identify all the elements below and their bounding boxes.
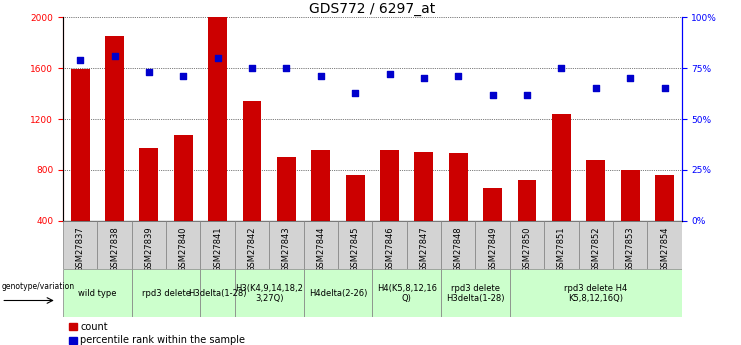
Bar <box>70 69 90 272</box>
Bar <box>235 221 269 269</box>
Text: GSM27847: GSM27847 <box>419 227 428 272</box>
Bar <box>235 269 304 317</box>
Title: GDS772 / 6297_at: GDS772 / 6297_at <box>309 2 436 16</box>
Text: GSM27840: GSM27840 <box>179 227 187 272</box>
Text: genotype/variation: genotype/variation <box>1 282 74 290</box>
Bar <box>304 269 373 317</box>
Bar <box>586 160 605 272</box>
Bar <box>338 221 373 269</box>
Point <box>143 69 155 75</box>
Text: rpd3 delete H4
K5,8,12,16Q): rpd3 delete H4 K5,8,12,16Q) <box>564 284 628 303</box>
Bar <box>544 221 579 269</box>
Text: H3delta(1-28): H3delta(1-28) <box>188 289 247 298</box>
Text: percentile rank within the sample: percentile rank within the sample <box>80 335 245 345</box>
Text: GSM27849: GSM27849 <box>488 227 497 272</box>
Bar <box>139 148 159 272</box>
Bar <box>621 170 639 272</box>
Bar <box>483 188 502 272</box>
Bar <box>105 36 124 272</box>
Point <box>590 86 602 91</box>
Bar <box>414 152 433 272</box>
Text: GSM27838: GSM27838 <box>110 227 119 272</box>
Point <box>521 92 533 97</box>
Bar <box>407 221 441 269</box>
Bar <box>242 101 262 272</box>
Point <box>384 71 396 77</box>
Point <box>212 55 224 61</box>
Bar <box>69 323 76 330</box>
Text: GSM27850: GSM27850 <box>522 227 531 272</box>
Bar <box>579 221 613 269</box>
Text: rpd3 delete: rpd3 delete <box>142 289 190 298</box>
Bar <box>449 154 468 272</box>
Text: GSM27848: GSM27848 <box>453 227 463 272</box>
Bar <box>304 221 338 269</box>
Bar <box>269 221 304 269</box>
Bar <box>132 221 166 269</box>
Bar <box>510 269 682 317</box>
Point <box>487 92 499 97</box>
Text: GSM27851: GSM27851 <box>557 227 566 272</box>
Bar <box>208 17 227 272</box>
Point <box>74 57 86 63</box>
Bar <box>476 221 510 269</box>
Point <box>281 66 293 71</box>
Text: GSM27841: GSM27841 <box>213 227 222 272</box>
Bar <box>63 221 97 269</box>
Text: GSM27852: GSM27852 <box>591 227 600 272</box>
Text: GSM27845: GSM27845 <box>350 227 359 272</box>
Bar <box>174 135 193 272</box>
Point <box>624 76 636 81</box>
Bar <box>201 269 235 317</box>
Bar <box>277 157 296 272</box>
Point <box>418 76 430 81</box>
Bar <box>441 269 510 317</box>
Text: rpd3 delete
H3delta(1-28): rpd3 delete H3delta(1-28) <box>446 284 505 303</box>
Point <box>556 66 568 71</box>
Text: GSM27839: GSM27839 <box>144 227 153 272</box>
Bar <box>63 269 132 317</box>
Point <box>659 86 671 91</box>
Text: H4delta(2-26): H4delta(2-26) <box>309 289 368 298</box>
Bar <box>166 221 201 269</box>
Bar <box>346 175 365 272</box>
Text: wild type: wild type <box>78 289 116 298</box>
Bar <box>552 114 571 272</box>
Text: H3(K4,9,14,18,2
3,27Q): H3(K4,9,14,18,2 3,27Q) <box>236 284 303 303</box>
Bar <box>69 337 76 344</box>
Point <box>315 73 327 79</box>
Bar <box>517 180 536 272</box>
Text: GSM27844: GSM27844 <box>316 227 325 272</box>
Bar <box>613 221 648 269</box>
Bar <box>380 150 399 272</box>
Bar <box>201 221 235 269</box>
Point <box>452 73 464 79</box>
Text: GSM27843: GSM27843 <box>282 227 291 272</box>
Text: GSM27853: GSM27853 <box>625 227 634 272</box>
Bar <box>441 221 476 269</box>
Text: H4(K5,8,12,16
Q): H4(K5,8,12,16 Q) <box>376 284 436 303</box>
Bar <box>648 221 682 269</box>
Bar <box>510 221 544 269</box>
Point <box>349 90 361 95</box>
Bar <box>97 221 132 269</box>
Text: GSM27837: GSM27837 <box>76 227 84 272</box>
Point <box>109 53 121 59</box>
Bar <box>373 221 407 269</box>
Text: GSM27842: GSM27842 <box>247 227 256 272</box>
Bar <box>655 175 674 272</box>
Point <box>177 73 189 79</box>
Text: GSM27854: GSM27854 <box>660 227 669 272</box>
Text: GSM27846: GSM27846 <box>385 227 394 272</box>
Bar <box>311 150 330 272</box>
Bar <box>373 269 441 317</box>
Bar <box>132 269 201 317</box>
Text: count: count <box>80 322 108 332</box>
Point <box>246 66 258 71</box>
